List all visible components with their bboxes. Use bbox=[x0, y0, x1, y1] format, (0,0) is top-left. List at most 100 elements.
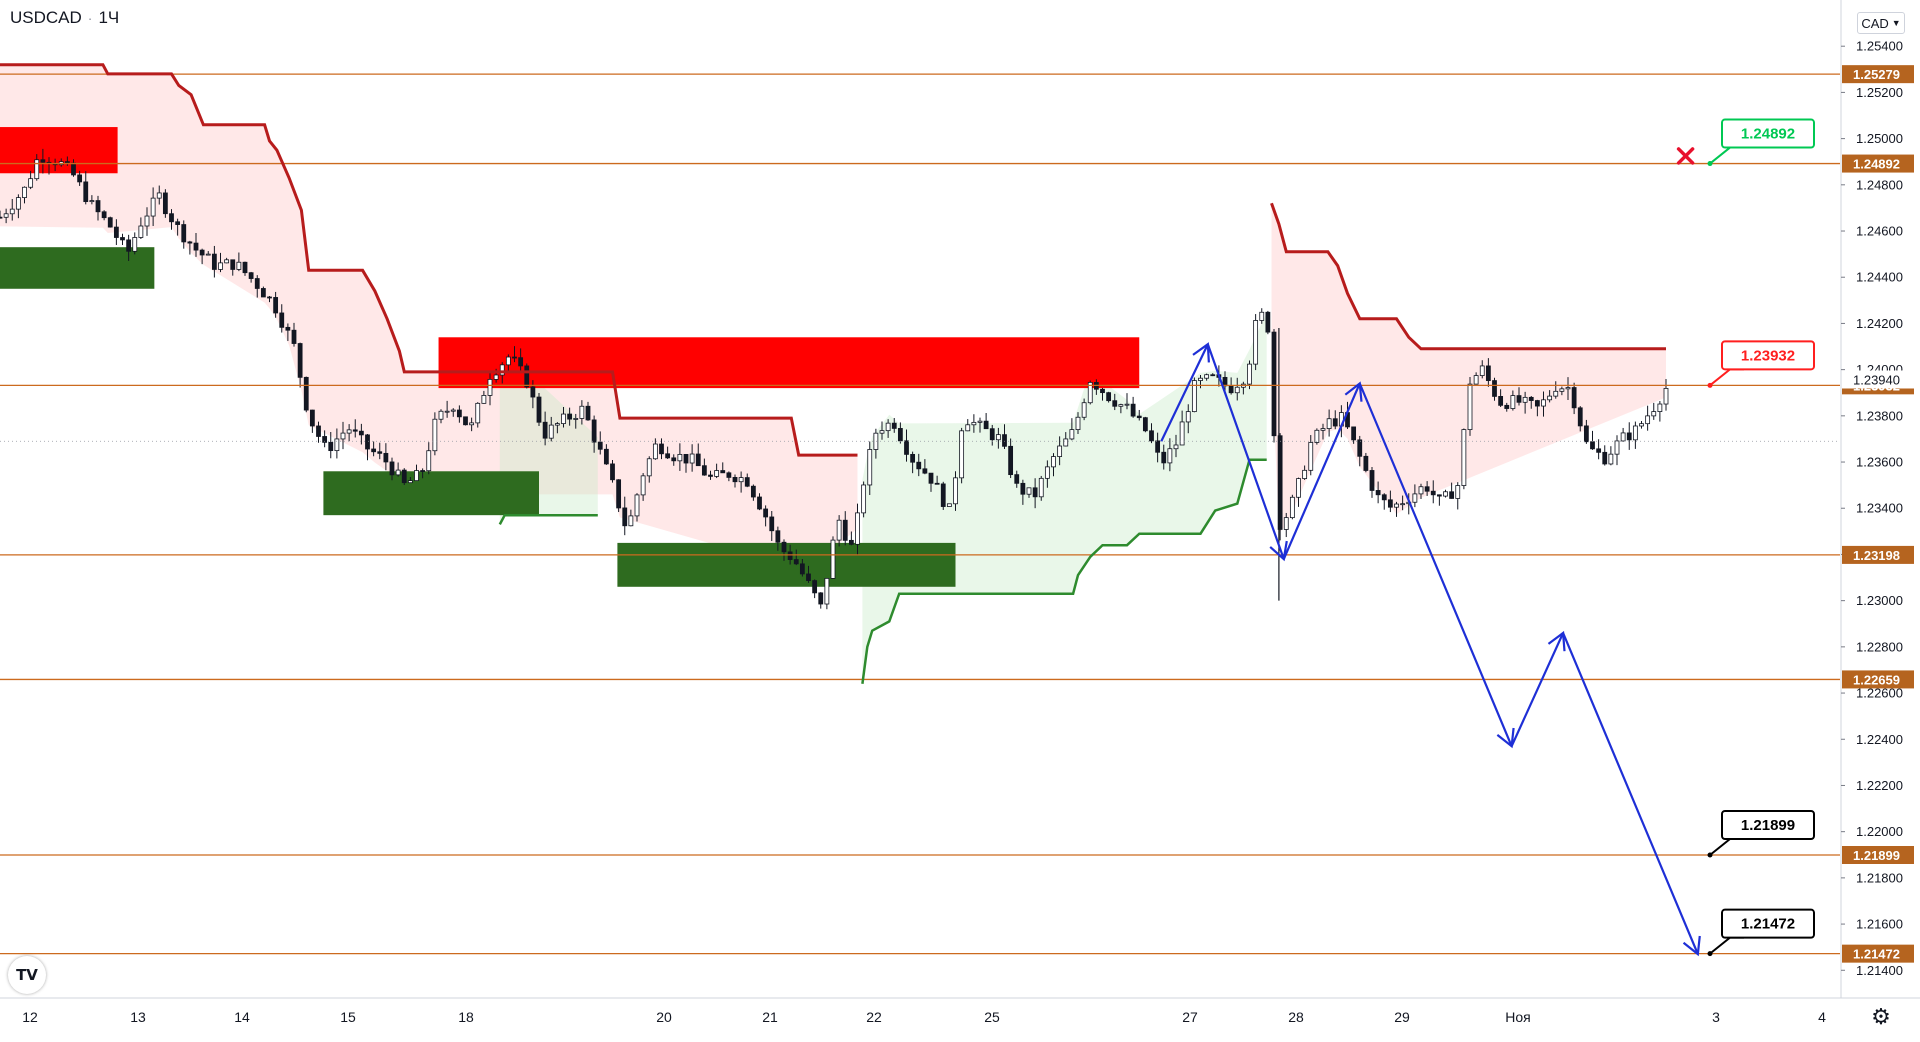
candle-body bbox=[322, 436, 328, 443]
candle-body bbox=[187, 241, 193, 244]
candle-body bbox=[169, 213, 174, 223]
candle-body bbox=[1516, 395, 1522, 403]
callout-box bbox=[1721, 340, 1815, 371]
callout-anchor bbox=[1707, 852, 1713, 858]
candle-body bbox=[1161, 451, 1167, 464]
candle-body bbox=[1087, 382, 1093, 404]
candle-body bbox=[885, 422, 891, 432]
candle-body bbox=[732, 477, 738, 483]
candle-body bbox=[1234, 386, 1240, 394]
candle-body bbox=[1063, 438, 1069, 447]
candle-body bbox=[15, 197, 21, 210]
symbol-header[interactable]: USDCAD · 1Ч bbox=[10, 8, 119, 28]
forecast-segment bbox=[1358, 383, 1513, 747]
symbol-name: USDCAD bbox=[10, 8, 82, 27]
candle-body bbox=[787, 551, 793, 560]
time-tick-label: 13 bbox=[130, 1009, 146, 1025]
candle-body bbox=[1400, 503, 1406, 506]
time-tick-label: 3 bbox=[1712, 1009, 1720, 1025]
forecast-arrowhead bbox=[1682, 935, 1701, 957]
time-tick-label: 15 bbox=[340, 1009, 356, 1025]
candle-body bbox=[1394, 503, 1399, 508]
candle-body bbox=[267, 296, 272, 299]
candle-body bbox=[1473, 375, 1479, 385]
candle-body bbox=[346, 429, 352, 434]
candle-body bbox=[953, 477, 958, 505]
candle-body bbox=[1375, 490, 1381, 496]
supply-zone-2 bbox=[438, 337, 1140, 389]
candle-body bbox=[34, 159, 40, 180]
candle-body bbox=[879, 430, 885, 434]
candle-body bbox=[683, 453, 689, 464]
candle-body bbox=[512, 356, 517, 359]
candle-body bbox=[1308, 442, 1314, 471]
candle-body bbox=[873, 432, 879, 450]
price-tick-label: 1.24800 bbox=[1856, 177, 1903, 192]
resistance-line-2 bbox=[1270, 202, 1666, 351]
candle-body bbox=[1326, 418, 1332, 429]
candle-body bbox=[1265, 311, 1271, 333]
candle-body bbox=[542, 421, 548, 439]
price-tick-label: 1.22000 bbox=[1856, 824, 1903, 839]
candle-body bbox=[1271, 331, 1277, 437]
candle-body bbox=[1210, 374, 1216, 377]
candle-body bbox=[1449, 491, 1455, 499]
time-tick-label: 4 bbox=[1818, 1009, 1826, 1025]
resistance-cloud-2 bbox=[1271, 203, 1666, 534]
candle-body bbox=[481, 395, 487, 404]
candle-body bbox=[1081, 402, 1087, 418]
candle-body bbox=[407, 480, 413, 484]
interval-label[interactable]: 1Ч bbox=[98, 8, 120, 27]
candle-body bbox=[1130, 403, 1136, 417]
candle-body bbox=[1651, 411, 1657, 417]
currency-selector[interactable]: CAD ▼ bbox=[1857, 12, 1905, 34]
candle-body bbox=[977, 420, 983, 423]
candle-body bbox=[1467, 383, 1473, 431]
candle-body bbox=[579, 405, 585, 419]
callout-label: 1.21472 bbox=[1741, 916, 1795, 933]
candle-body bbox=[1608, 453, 1614, 465]
candle-body bbox=[720, 470, 726, 474]
candles bbox=[0, 148, 1669, 610]
candle-body bbox=[138, 225, 144, 238]
candle-body bbox=[22, 186, 27, 199]
candle-body bbox=[316, 425, 321, 437]
candle-body bbox=[799, 563, 805, 575]
candle-body bbox=[291, 329, 297, 344]
candle-body bbox=[1461, 429, 1467, 486]
candle-body bbox=[40, 159, 46, 163]
candle-body bbox=[1645, 415, 1651, 425]
candle-body bbox=[1167, 448, 1173, 464]
candle-body bbox=[1247, 363, 1252, 385]
candle-body bbox=[971, 421, 977, 426]
candle-body bbox=[1632, 425, 1638, 441]
candle-body bbox=[499, 364, 505, 376]
level-tag-bg bbox=[1842, 545, 1914, 564]
tradingview-logo-icon[interactable]: TV bbox=[8, 956, 46, 994]
candle-body bbox=[218, 262, 223, 270]
level-axis-tag: 1.23198 bbox=[1842, 545, 1914, 564]
support-line bbox=[498, 513, 598, 525]
candle-body bbox=[236, 261, 242, 270]
candle-body bbox=[1663, 388, 1669, 405]
candle-body bbox=[1112, 400, 1118, 407]
price-tick-label: 1.22800 bbox=[1856, 639, 1903, 654]
candle-body bbox=[0, 216, 3, 219]
level-axis-tag: 1.22659 bbox=[1842, 670, 1914, 689]
candle-body bbox=[126, 239, 132, 252]
candle-body bbox=[867, 449, 873, 486]
gear-icon[interactable]: ⚙ bbox=[1871, 1005, 1891, 1030]
candle-body bbox=[775, 530, 781, 543]
callout-label: 1.24892 bbox=[1741, 126, 1795, 143]
candle-body bbox=[83, 181, 89, 203]
candle-body bbox=[1455, 485, 1461, 499]
level-tag-bg bbox=[1842, 845, 1914, 864]
candle-body bbox=[1577, 407, 1583, 427]
candle-body bbox=[248, 272, 254, 279]
candle-body bbox=[1149, 430, 1154, 442]
candle-body bbox=[965, 424, 971, 432]
candle-body bbox=[628, 515, 634, 527]
candle-body bbox=[1485, 365, 1491, 381]
candle-body bbox=[1100, 388, 1105, 394]
